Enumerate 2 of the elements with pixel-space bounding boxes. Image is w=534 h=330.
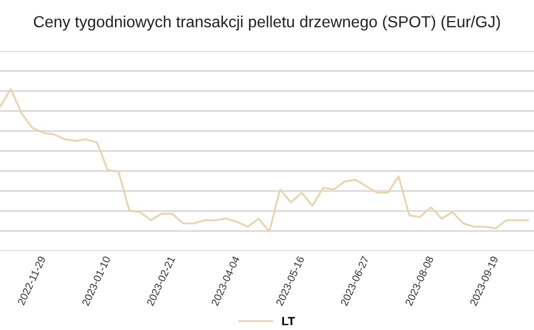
chart-title: Ceny tygodniowych transakcji pelletu drzewnego (SPOT) (Eur/GJ)	[34, 16, 500, 31]
legend-label: LT	[282, 317, 295, 326]
